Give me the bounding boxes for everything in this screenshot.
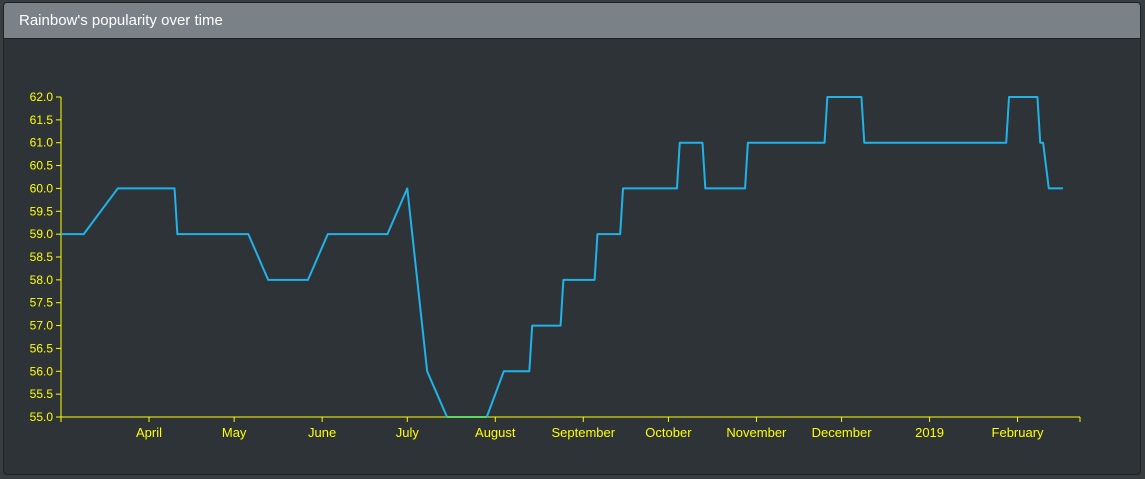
panel-title: Rainbow's popularity over time xyxy=(4,3,1140,39)
x-tick-label: July xyxy=(396,425,420,440)
chart-area: 55.0 55.5 56.0 56.5 57.0 57.5 58.0 58.5 59.0 59.5… xyxy=(4,39,1140,474)
x-tick-label: June xyxy=(308,425,336,440)
chart-panel: Rainbow's popularity over time 55.0 55.5 5… xyxy=(3,2,1141,475)
y-tick-label: 58.5 xyxy=(30,250,54,264)
y-tick-label: 57.0 xyxy=(30,319,54,333)
x-tick-label: 2019 xyxy=(915,425,944,440)
x-tick-label: April xyxy=(136,425,162,440)
y-tick-label: 56.0 xyxy=(30,364,54,378)
x-tick-label: December xyxy=(812,425,873,440)
x-tick-label: May xyxy=(222,425,247,440)
x-tick-label: October xyxy=(645,425,692,440)
y-tick-label: 58.0 xyxy=(30,273,54,287)
y-tick-label: 60.5 xyxy=(30,159,54,173)
x-axis: April May June July August September October No… xyxy=(60,416,1081,440)
x-tick-label: September xyxy=(551,425,615,440)
y-tick-label: 56.5 xyxy=(30,341,54,355)
series-group xyxy=(61,96,1063,418)
y-tick-label: 60.0 xyxy=(30,181,54,195)
y-tick-label: 59.0 xyxy=(30,227,54,241)
x-tick-label: August xyxy=(475,425,516,440)
series-line xyxy=(61,96,1063,418)
x-tick-label: February xyxy=(992,425,1045,440)
y-tick-label: 61.5 xyxy=(30,113,54,127)
x-tick-label: November xyxy=(726,425,787,440)
y-tick-label: 61.0 xyxy=(30,136,54,150)
y-tick-label: 57.5 xyxy=(30,296,54,310)
y-tick-label: 59.5 xyxy=(30,204,54,218)
y-tick-label: 55.0 xyxy=(30,410,54,424)
y-tick-label: 55.5 xyxy=(30,387,54,401)
popularity-line-chart: 55.0 55.5 56.0 56.5 57.0 57.5 58.0 58.5 59.0 59.5… xyxy=(30,90,1081,440)
y-tick-label: 62.0 xyxy=(30,90,54,104)
y-axis: 55.0 55.5 56.0 56.5 57.0 57.5 58.0 58.5 59.0 59.5… xyxy=(30,90,62,424)
